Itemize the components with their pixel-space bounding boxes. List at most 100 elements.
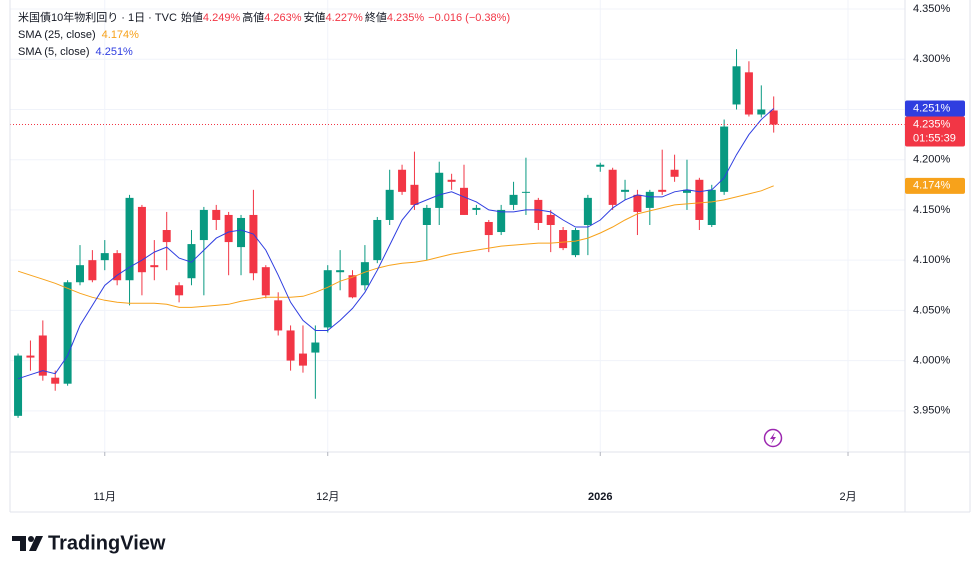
- candle-body: [336, 270, 345, 273]
- candle-body: [88, 260, 97, 281]
- y-tick-label: 4.150%: [913, 204, 951, 216]
- ohlc-label: 始値: [181, 10, 203, 24]
- ohlc-label: 安値: [304, 10, 326, 24]
- grid: [10, 0, 905, 452]
- candle-body: [199, 209, 208, 241]
- candle-body: [38, 335, 47, 376]
- candle-body: [596, 164, 605, 167]
- candle-body: [286, 330, 295, 361]
- candle-body: [175, 285, 184, 296]
- candle-body: [311, 342, 320, 353]
- logo-v: [29, 536, 43, 551]
- last-price-tag-label: 4.235%: [913, 118, 951, 130]
- candle-body: [447, 179, 456, 182]
- candle-body: [75, 265, 84, 283]
- legend-value: 4.174%: [102, 29, 140, 41]
- candle-body: [460, 187, 469, 215]
- ohlc-value: 4.263%: [264, 12, 302, 24]
- candle-body: [571, 230, 580, 256]
- marks: [10, 49, 905, 418]
- candle-body: [26, 355, 35, 358]
- candle-body: [732, 66, 741, 105]
- candle-body: [682, 189, 691, 193]
- candle-body: [658, 189, 667, 192]
- x-tick-label: 2026: [588, 491, 612, 503]
- candle-body: [608, 169, 617, 205]
- sma-line: [17, 185, 774, 308]
- legend-name: SMA (5, close): [18, 46, 90, 58]
- candle-body: [323, 270, 332, 328]
- candle-body: [373, 219, 382, 261]
- x-tick-label: 2月: [839, 491, 856, 503]
- candle-body: [137, 206, 146, 273]
- brand-name: TradingView: [48, 532, 166, 554]
- candle-body: [497, 209, 506, 233]
- candle-body: [100, 253, 109, 261]
- candle-body: [162, 230, 171, 243]
- x-tick-label: 12月: [316, 491, 339, 503]
- ohlc-label: 終値: [365, 10, 387, 24]
- candle-body: [509, 194, 518, 205]
- price-tag-label: 4.251%: [913, 102, 951, 114]
- candle-body: [348, 275, 357, 298]
- y-tick-label: 4.000%: [913, 355, 951, 367]
- candle-body: [261, 267, 270, 296]
- chart-title: 米国債10年物利回り · 1日 · TVC: [18, 10, 177, 24]
- candle-body: [435, 172, 444, 208]
- candle-body: [645, 191, 654, 208]
- countdown: 01:55:39: [913, 132, 956, 144]
- candle-body: [757, 109, 766, 115]
- candle-body: [63, 282, 72, 384]
- candle-body: [546, 214, 555, 225]
- candle-body: [583, 197, 592, 225]
- candle-body: [621, 189, 630, 192]
- y-tick-label: 4.100%: [913, 254, 951, 266]
- price-tag: [905, 177, 965, 194]
- candle-body: [484, 221, 493, 236]
- candle-body: [237, 217, 246, 248]
- ohlc-value: 4.249%: [203, 12, 241, 24]
- candle-body: [521, 191, 530, 193]
- brand-logo: TradingView: [12, 532, 166, 554]
- candle-body: [212, 209, 221, 220]
- candle-body: [51, 377, 60, 384]
- price-tag-label: 4.174%: [913, 180, 951, 192]
- candle-body: [633, 194, 642, 212]
- legend-value: 4.251%: [96, 46, 134, 58]
- candle-body: [707, 189, 716, 225]
- candle-body: [398, 169, 407, 192]
- candle-body: [274, 300, 283, 331]
- sma-line: [17, 108, 775, 380]
- y-tick-label: 4.350%: [913, 3, 951, 15]
- axes: 3.950% 4.000% 4.050% 4.100% 4.150% 4.200% 4.25…: [94, 3, 965, 503]
- ohlc-value: 4.227%: [326, 12, 364, 24]
- y-tick-label: 4.300%: [913, 53, 951, 65]
- candle-body: [670, 169, 679, 177]
- alert-icon[interactable]: [763, 428, 783, 448]
- candle-body: [744, 72, 753, 115]
- y-tick-label: 4.200%: [913, 154, 951, 166]
- candle-body: [410, 184, 419, 205]
- ohlc-label: 高値: [242, 10, 264, 24]
- y-tick-label: 3.950%: [913, 405, 951, 417]
- candle-body: [224, 214, 233, 243]
- candle-body: [249, 214, 258, 274]
- candle-body: [534, 199, 543, 223]
- last-price-tag: [905, 116, 965, 147]
- candle-body: [113, 253, 122, 281]
- candle-body: [187, 244, 196, 279]
- x-tick-label: 11月: [94, 491, 116, 503]
- alert-bolt[interactable]: [770, 432, 776, 444]
- candle-body: [472, 207, 481, 210]
- change-label: −0.016 (−0.38%): [428, 12, 510, 24]
- logo-dot: [28, 536, 34, 542]
- candle-body: [360, 262, 369, 286]
- candle-body: [150, 265, 159, 268]
- candle-body: [14, 355, 23, 416]
- candle-body: [559, 230, 568, 249]
- candle-body: [769, 110, 778, 125]
- candle-body: [298, 353, 307, 366]
- ohlc-value: 4.235%: [387, 12, 425, 24]
